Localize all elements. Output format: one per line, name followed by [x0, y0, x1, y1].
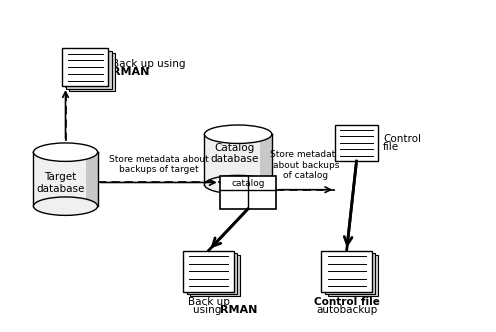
Bar	[335, 125, 378, 161]
Bar	[187, 253, 237, 294]
Text: catalog: catalog	[231, 179, 265, 188]
Bar	[184, 251, 234, 292]
Text: using: using	[193, 305, 224, 315]
Bar	[220, 176, 276, 209]
Bar	[328, 255, 378, 296]
Ellipse shape	[204, 175, 272, 194]
Text: Target
database: Target database	[36, 172, 84, 194]
Bar	[325, 253, 375, 294]
Text: RMAN: RMAN	[220, 305, 257, 315]
Text: Catalog
database: Catalog database	[211, 143, 259, 164]
Bar	[260, 134, 272, 185]
Text: file: file	[383, 142, 399, 152]
Text: Control: Control	[383, 134, 421, 144]
Text: Control file: Control file	[313, 297, 379, 307]
Bar	[321, 251, 372, 292]
Text: autobackup: autobackup	[316, 305, 377, 315]
Text: RMAN: RMAN	[113, 67, 150, 77]
Ellipse shape	[33, 197, 98, 215]
Text: Back up using: Back up using	[113, 59, 186, 69]
Bar	[62, 48, 108, 86]
Bar	[68, 52, 115, 91]
Bar	[65, 50, 112, 89]
FancyBboxPatch shape	[204, 134, 272, 185]
Bar	[86, 152, 98, 206]
Ellipse shape	[204, 125, 272, 143]
Ellipse shape	[33, 143, 98, 161]
FancyBboxPatch shape	[33, 152, 98, 206]
Text: Store metadata about
backups of target: Store metadata about backups of target	[109, 155, 208, 174]
Text: Back up: Back up	[187, 297, 230, 307]
Bar	[190, 255, 240, 296]
Text: Store metadata
about backups
of catalog: Store metadata about backups of catalog	[270, 150, 341, 180]
